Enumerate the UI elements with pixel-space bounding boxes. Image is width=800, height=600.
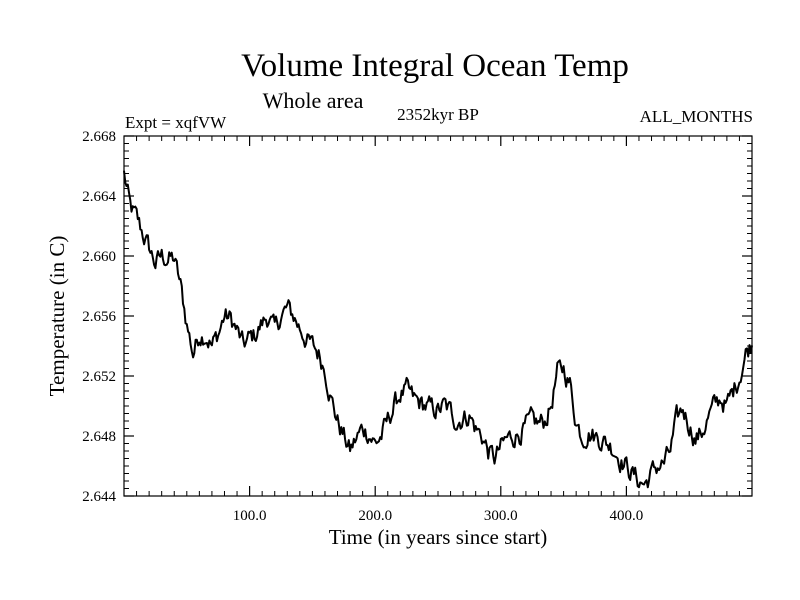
y-axis-ticks: 2.644 2.648 2.652 2.656 2.660 2.664 2.668 — [82, 129, 752, 505]
temperature-series-line — [123, 170, 753, 489]
x-axis-label: Time (in years since start) — [329, 525, 548, 549]
x-tick-label: 300.0 — [484, 508, 518, 524]
chart-title: Volume Integral Ocean Temp — [241, 48, 629, 84]
x-tick-label: 200.0 — [358, 508, 392, 524]
y-tick-label: 2.664 — [82, 189, 116, 205]
experiment-label: Expt = xqfVW — [125, 113, 227, 132]
chart-subtitle: Whole area — [263, 88, 364, 113]
x-tick-label: 100.0 — [233, 508, 267, 524]
y-tick-label: 2.656 — [82, 309, 116, 325]
y-tick-label: 2.644 — [82, 489, 116, 505]
y-tick-label: 2.660 — [82, 249, 116, 265]
x-axis-ticks: 100.0 200.0 300.0 400.0 — [136, 136, 740, 524]
period-label: 2352kyr BP — [397, 105, 479, 124]
y-axis-label: Temperature (in C) — [45, 236, 69, 397]
y-tick-label: 2.648 — [82, 429, 116, 445]
y-tick-label: 2.668 — [82, 129, 116, 145]
months-label: ALL_MONTHS — [640, 107, 753, 126]
plot-frame — [123, 135, 753, 497]
y-tick-label: 2.652 — [82, 369, 116, 385]
x-tick-label: 400.0 — [610, 508, 644, 524]
